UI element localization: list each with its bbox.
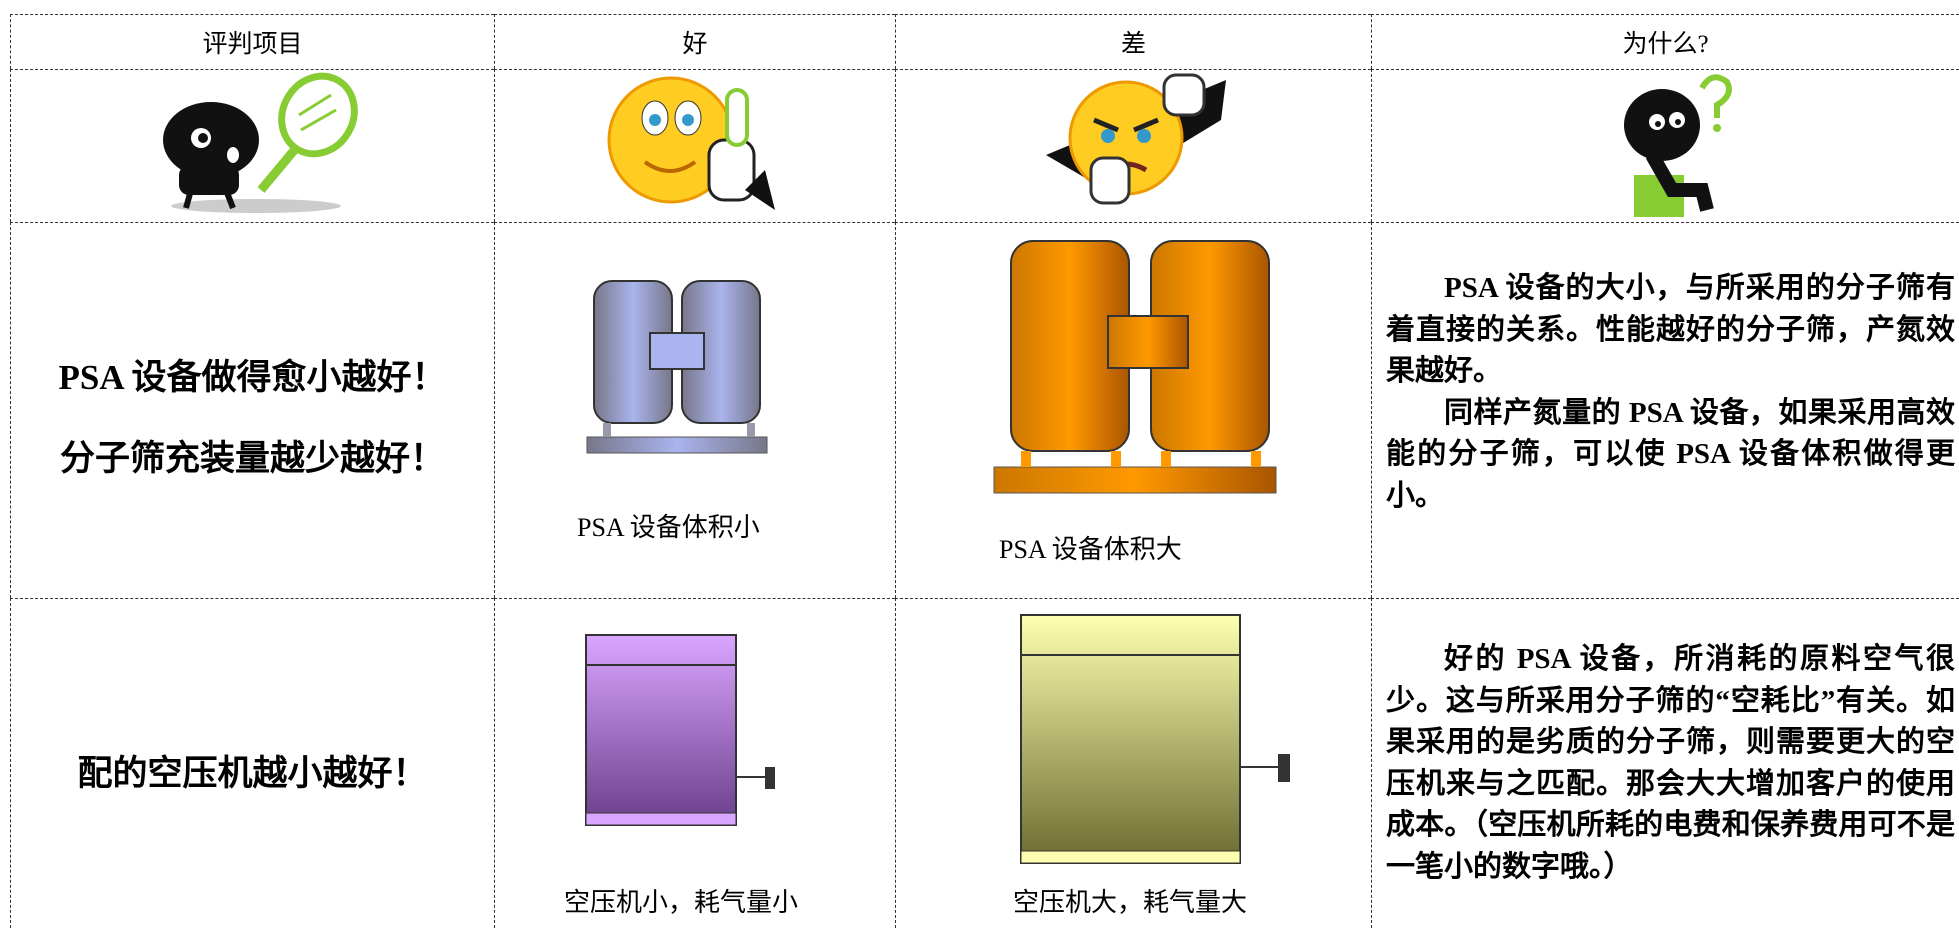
- caption: 空压机大，耗气量大: [1013, 888, 1248, 917]
- header-text: 好: [682, 31, 708, 58]
- header-cell: 为什么?: [1371, 14, 1959, 69]
- why-cell: 好的 PSA 设备，所消耗的原料空气很少。这与所采用分子筛的“空耗比”有关。如果…: [1371, 598, 1959, 928]
- criterion-cell: PSA 设备做得愈小越好！ 分子筛充装量越少越好！: [10, 222, 494, 598]
- why-paragraph: 好的 PSA 设备，所消耗的原料空气很少。这与所采用分子筛的“空耗比”有关。如果…: [1386, 643, 1955, 883]
- good-cell: PSA 设备体积小: [494, 222, 895, 598]
- thumbs-up-icon: [607, 76, 775, 210]
- header-text: 差: [1120, 31, 1146, 58]
- header-cell: 差: [895, 14, 1371, 69]
- why-paragraph: 同样产氮量的 PSA 设备，如果采用高效能的分子筛，可以使 PSA 设备体积做得…: [1386, 396, 1955, 512]
- thumbs-down-icon: [1046, 73, 1226, 205]
- good-cell: 空压机小，耗气量小: [494, 598, 895, 928]
- icon-cell: [1371, 69, 1959, 222]
- criterion-text: 分子筛充装量越少越好！: [59, 439, 445, 478]
- header-text: 为什么?: [1622, 31, 1709, 58]
- why-paragraph: PSA 设备的大小，与所采用的分子筛有着直接的关系。性能越好的分子筛，产氮效果越…: [1386, 272, 1955, 387]
- large-compressor-illustration: [1020, 614, 1290, 864]
- why-text: 好的 PSA 设备，所消耗的原料空气很少。这与所采用分子筛的“空耗比”有关。如果…: [1386, 639, 1955, 888]
- inspector-icon: [163, 72, 358, 213]
- thinker-icon: [1624, 74, 1732, 217]
- criterion-text: 配的空压机越小越好！: [77, 754, 428, 793]
- criterion-text: PSA 设备做得愈小越好！: [58, 358, 447, 397]
- bad-cell: PSA 设备体积大: [895, 222, 1371, 598]
- header-cell: 评判项目: [10, 14, 494, 69]
- caption: PSA 设备体积小: [577, 513, 760, 542]
- caption: 空压机小，耗气量小: [564, 888, 799, 917]
- icon-cell: [10, 69, 494, 222]
- why-cell: PSA 设备的大小，与所采用的分子筛有着直接的关系。性能越好的分子筛，产氮效果越…: [1371, 222, 1959, 598]
- header-text: 评判项目: [202, 31, 303, 58]
- criterion-cell: 配的空压机越小越好！: [10, 598, 494, 928]
- small-psa-illustration: [586, 280, 768, 454]
- why-text: PSA 设备的大小，与所采用的分子筛有着直接的关系。性能越好的分子筛，产氮效果越…: [1386, 268, 1955, 517]
- icon-cell: [895, 69, 1371, 222]
- icon-cell: [494, 69, 895, 222]
- caption: PSA 设备体积大: [999, 535, 1182, 564]
- bad-cell: 空压机大，耗气量大: [895, 598, 1371, 928]
- header-cell: 好: [494, 14, 895, 69]
- small-compressor-illustration: [585, 634, 775, 826]
- large-psa-illustration: [993, 240, 1277, 494]
